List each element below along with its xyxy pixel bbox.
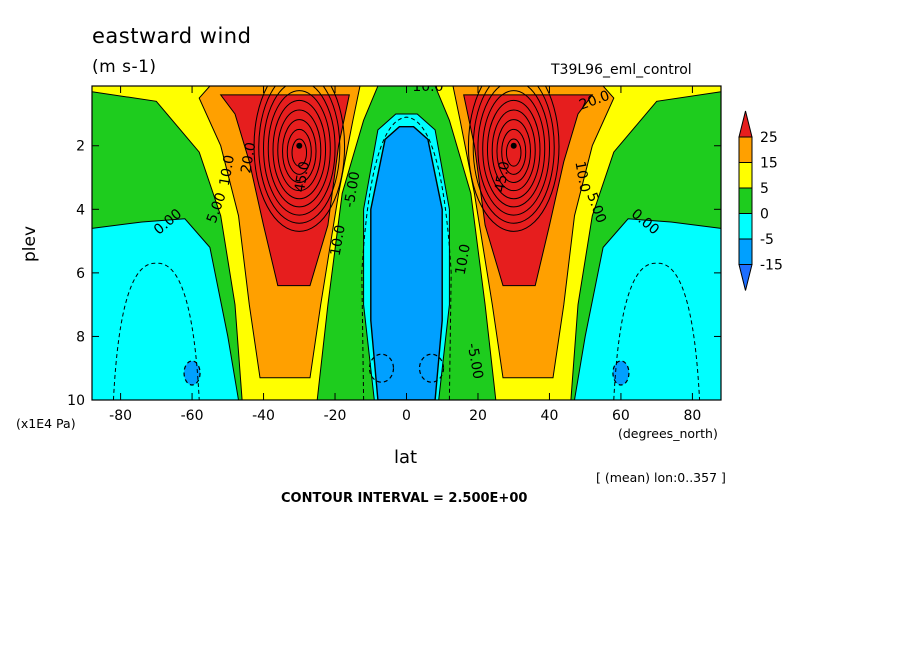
x-tick-label: 0 — [402, 408, 411, 424]
contour-label: 20.0 — [238, 141, 259, 174]
jet-contour-line — [286, 128, 312, 175]
contour-label: 45.0 — [292, 160, 313, 193]
jet-core-center — [510, 142, 517, 149]
colorbar-bin — [738, 213, 753, 240]
colorbar-label: 25 — [760, 130, 778, 146]
x-axis-ticks: -80 -60 -40 -20 0 20 40 60 80 — [109, 86, 701, 424]
contour-label: 10.0 — [328, 224, 349, 257]
colorbar-label: -15 — [760, 258, 783, 274]
jet-contour-line — [263, 86, 336, 216]
x-tick-label: -80 — [109, 408, 132, 424]
colorbar-label: 0 — [760, 207, 769, 223]
contour-label: 10.0 — [571, 160, 592, 193]
jet-contour-line — [267, 90, 331, 208]
contour-label: 10.0 — [412, 79, 443, 95]
jet-contour-line — [501, 128, 527, 175]
y-axis-ticks: 2 4 6 8 10 — [67, 139, 721, 409]
x-tick-label: 20 — [469, 408, 487, 424]
negative-contour-line — [613, 262, 701, 400]
colorbar-bin — [738, 187, 753, 214]
negative-contour-loop — [368, 353, 395, 383]
averaging-note: [ (mean) lon:0..357 ] — [596, 470, 726, 485]
colorbar-bottom-arrow — [738, 264, 753, 291]
blue-patch — [612, 360, 630, 386]
colorbar-bin — [738, 136, 753, 163]
colorbar-label: 5 — [760, 181, 769, 197]
x-axis-unit: (degrees_north) — [618, 426, 718, 441]
y-tick-label: 8 — [76, 329, 85, 345]
colorbar: 25 15 5 0 -5 -15 — [738, 110, 783, 291]
jet-contour-line — [277, 109, 322, 192]
colorbar-label: -5 — [760, 232, 774, 248]
y-tick-label: 6 — [76, 266, 85, 282]
jet-contour-line — [482, 90, 546, 208]
x-tick-label: 80 — [683, 408, 701, 424]
blue-patch — [183, 360, 201, 386]
contour-interval-note: CONTOUR INTERVAL = 2.500E+00 — [281, 491, 528, 506]
x-tick-label: -60 — [181, 408, 204, 424]
x-tick-label: -20 — [324, 408, 347, 424]
jet-contour-line — [253, 86, 346, 232]
y-tick-label: 2 — [76, 139, 85, 155]
jet-contour-line — [491, 109, 536, 192]
colorbar-bin — [738, 238, 753, 265]
x-tick-label: 60 — [612, 408, 630, 424]
x-axis-label: lat — [394, 447, 418, 468]
jet-contour-line — [505, 138, 522, 167]
contour-label: 45.0 — [492, 160, 513, 193]
jet-contour-line — [486, 99, 541, 200]
jet-contour-line — [467, 86, 560, 232]
contour-label: 10.0 — [453, 243, 474, 276]
colorbar-bin — [738, 162, 753, 189]
jet-contour-line — [272, 99, 327, 200]
contour-label: -5.00 — [464, 342, 486, 380]
jet-contour-line — [291, 138, 308, 167]
jet-contour-line — [496, 119, 531, 183]
negative-contour-loop — [418, 353, 445, 383]
chart-title: eastward wind — [92, 24, 252, 48]
contour-label: -5.00 — [342, 170, 364, 208]
negative-contour-line — [112, 262, 200, 400]
jet-core-center — [296, 142, 303, 149]
y-axis-unit: (x1E4 Pa) — [16, 416, 76, 431]
jet-contour-line — [282, 119, 317, 183]
region-below-minus5-equator — [370, 126, 443, 400]
x-tick-label: -40 — [252, 408, 275, 424]
colorbar-top-arrow — [738, 110, 753, 138]
y-tick-label: 10 — [67, 393, 85, 409]
contour-label: 10.0 — [217, 154, 238, 187]
chart-units: (m s-1) — [92, 57, 157, 77]
jet-contour-line — [472, 86, 555, 224]
jet-contour-line — [258, 86, 341, 224]
negative-contour-line — [361, 116, 452, 400]
colorbar-label: 15 — [760, 156, 778, 172]
jet-contour-line — [477, 86, 550, 216]
x-tick-label: 40 — [541, 408, 559, 424]
experiment-name: T39L96_eml_control — [551, 62, 692, 78]
y-tick-label: 4 — [76, 202, 85, 218]
